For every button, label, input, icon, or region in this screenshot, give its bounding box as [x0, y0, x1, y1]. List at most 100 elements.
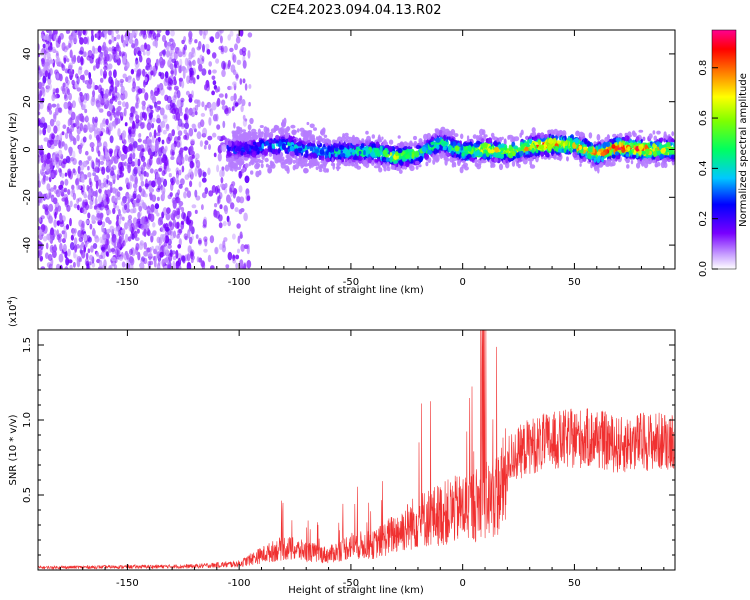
noise-cell [238, 170, 242, 179]
noise-cell [88, 254, 94, 261]
noise-cell [201, 68, 207, 76]
noise-cell [64, 86, 70, 94]
noise-cell [115, 54, 120, 60]
noise-cell [81, 177, 85, 184]
snr-x-ticks: -150 -100 -50 0 50 [59, 330, 665, 589]
noise-cell [211, 185, 216, 193]
noise-cell [44, 176, 49, 181]
noise-cell [88, 188, 92, 197]
band-cell [579, 163, 582, 167]
band-cell [598, 148, 604, 152]
colorbar-tick-label: 0.2 [698, 211, 709, 227]
noise-cell [140, 173, 144, 182]
noise-cell [199, 58, 205, 65]
noise-cell [131, 43, 136, 49]
spectrogram-x-label: Height of straight line (km) [288, 285, 424, 296]
noise-cell [97, 45, 102, 53]
band-cell [352, 156, 358, 160]
band-cell [271, 140, 277, 144]
band-cell [652, 130, 656, 135]
noise-cell [111, 53, 116, 60]
noise-cell [166, 207, 171, 215]
band-cell [325, 157, 331, 162]
colorbar-tick-label: 0.6 [698, 110, 709, 126]
noise-cell [227, 34, 231, 41]
noise-cell [247, 50, 251, 59]
band-cell [654, 147, 658, 152]
noise-cell [194, 153, 200, 160]
band-cell [497, 154, 502, 159]
noise-cell [109, 225, 115, 233]
band-cell [398, 160, 404, 166]
noise-cell [213, 209, 217, 216]
band-cell [556, 140, 562, 144]
noise-cell [194, 209, 198, 214]
noise-cell [103, 65, 108, 71]
noise-cell [224, 205, 229, 215]
noise-cell [167, 81, 172, 86]
noise-cell [112, 207, 116, 215]
band-cell [281, 143, 286, 150]
noise-cell [146, 208, 151, 215]
noise-cell [183, 113, 187, 121]
noise-cell [95, 189, 98, 198]
noise-cell [218, 93, 224, 98]
band-cell [481, 159, 487, 164]
band-cell [670, 138, 675, 142]
band-cell [529, 135, 532, 140]
noise-cell [134, 60, 140, 69]
noise-cell [99, 77, 104, 83]
noise-cell [189, 160, 194, 169]
noise-cell [135, 121, 139, 129]
band-cell [390, 165, 396, 170]
noise-cell [125, 61, 130, 69]
band-cell [252, 146, 257, 151]
band-cell [281, 156, 285, 161]
noise-cell [90, 245, 94, 253]
band-cell [279, 151, 283, 158]
noise-cell [135, 93, 139, 103]
noise-cell [134, 30, 138, 36]
noise-cell [170, 156, 175, 160]
noise-cell [170, 177, 174, 184]
noise-cell [175, 60, 179, 66]
band-cell [564, 139, 568, 147]
noise-cell [141, 256, 145, 262]
x-tick-label: -100 [228, 277, 251, 288]
noise-cell [202, 171, 207, 178]
noise-cell [46, 30, 52, 34]
noise-cell [61, 197, 66, 202]
noise-cell [121, 232, 124, 240]
band-cell [297, 147, 303, 152]
noise-cell [175, 260, 179, 269]
noise-cell [101, 225, 104, 233]
noise-cell [181, 211, 186, 220]
band-cell [403, 146, 409, 149]
snr-exponent-power: 4 [6, 299, 14, 304]
band-cell [548, 137, 554, 145]
noise-cell [224, 164, 230, 172]
band-cell [323, 168, 328, 173]
noise-cell [188, 51, 193, 60]
band-cell [358, 150, 362, 155]
noise-cell [111, 234, 116, 243]
band-cell [648, 133, 653, 139]
noise-cell [78, 31, 82, 40]
band-cell [234, 135, 240, 139]
noise-cell [179, 64, 183, 74]
band-cell [228, 161, 232, 168]
band-cell [272, 156, 276, 160]
noise-cell [188, 30, 193, 39]
noise-cell [181, 165, 185, 173]
noise-cell [106, 110, 112, 117]
band-cell [578, 149, 584, 154]
noise-cell [48, 214, 53, 224]
band-cell [519, 150, 524, 157]
noise-cell [82, 30, 86, 35]
noise-cell [221, 99, 226, 106]
band-cell [306, 130, 312, 137]
band-cell [531, 131, 537, 137]
noise-cell [234, 207, 239, 213]
band-cell [244, 118, 248, 122]
